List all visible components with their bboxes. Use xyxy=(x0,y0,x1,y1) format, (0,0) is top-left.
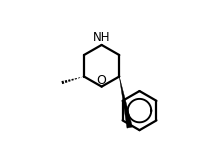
Text: NH: NH xyxy=(93,31,110,44)
Polygon shape xyxy=(119,76,133,128)
Text: O: O xyxy=(97,74,107,87)
